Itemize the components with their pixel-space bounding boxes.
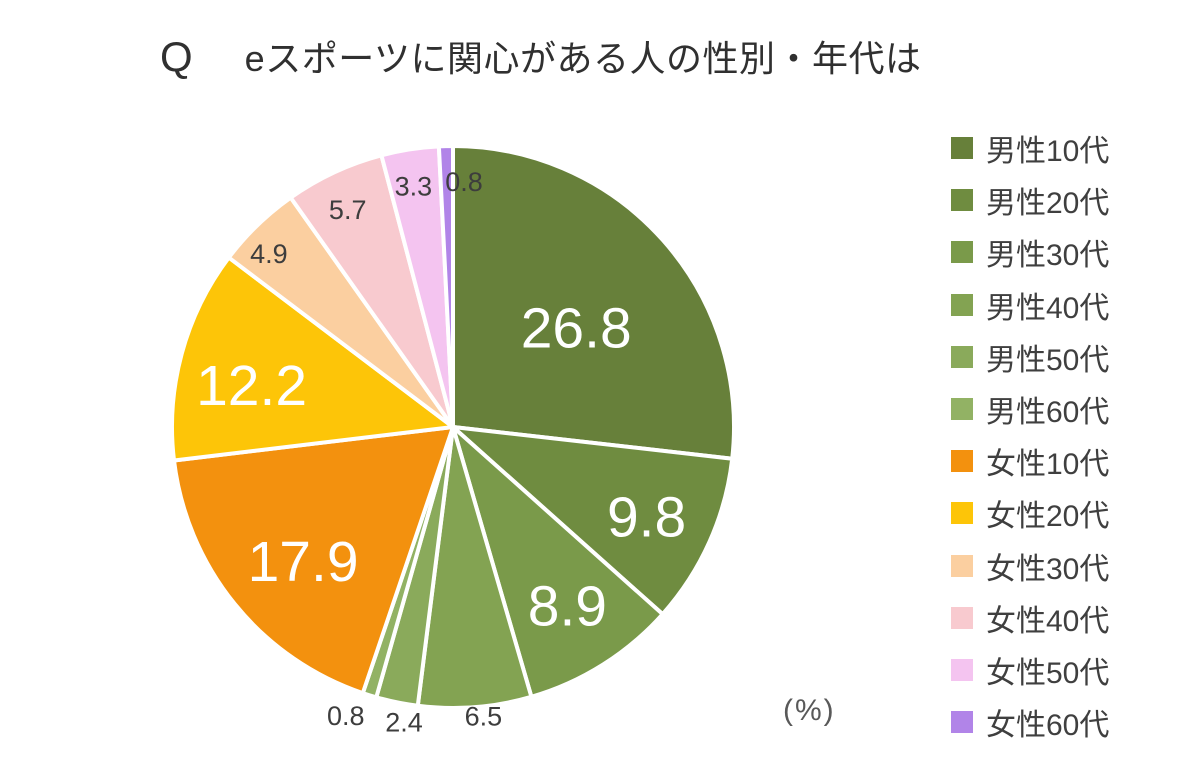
legend-label: 女性30代 [986,552,1110,586]
legend-swatch-icon [951,398,973,421]
legend-swatch-icon [951,711,973,734]
legend-label: 女性20代 [986,500,1110,534]
legend-label: 女性40代 [986,604,1110,638]
legend-swatch-icon [951,189,973,212]
legend-item-女性50代: 女性50代 [951,644,1109,696]
legend-swatch-icon [951,241,973,264]
legend-label: 女性60代 [986,709,1110,743]
legend-swatch-icon [951,502,973,525]
legend-item-女性10代: 女性10代 [951,435,1109,487]
unit-label: (%) [783,694,836,727]
legend-label: 女性10代 [986,448,1110,482]
slice-value-label-男性40代: 6.5 [465,702,503,732]
slice-value-label-女性30代: 4.9 [250,239,288,269]
legend-swatch-icon [951,450,973,473]
pie-slice-女性20代 [170,255,455,463]
slice-value-label-男性60代: 0.8 [327,701,365,731]
legend-swatch-icon [951,658,973,681]
legend-item-女性60代: 女性60代 [951,696,1109,748]
pie-slice-男性20代 [451,425,735,617]
pie-slice-女性60代 [436,143,455,429]
legend-item-男性50代: 男性50代 [951,331,1109,383]
slice-value-label-女性20代: 12.2 [196,354,307,418]
slice-value-label-女性60代: 0.8 [445,167,483,197]
legend-label: 男性30代 [986,239,1110,273]
slice-value-label-男性20代: 9.8 [607,485,686,549]
pie-slice-女性10代 [172,425,455,696]
legend-swatch-icon [951,345,973,368]
legend-item-男性20代: 男性20代 [951,174,1109,226]
legend-item-女性30代: 女性30代 [951,540,1109,592]
legend-swatch-icon [951,137,973,160]
chart-legend: 男性10代男性20代男性30代男性40代男性50代男性60代女性10代女性20代… [951,122,1109,748]
question-prefix: Q [160,33,193,80]
slice-value-label-女性10代: 17.9 [248,530,359,594]
legend-item-女性40代: 女性40代 [951,592,1109,644]
legend-swatch-icon [951,606,973,629]
legend-swatch-icon [951,554,973,577]
legend-label: 男性60代 [986,396,1110,430]
legend-item-男性40代: 男性40代 [951,279,1109,331]
legend-swatch-icon [951,293,973,316]
legend-item-男性60代: 男性60代 [951,383,1109,435]
slice-value-label-男性50代: 2.4 [385,708,423,738]
slice-value-label-男性10代: 26.8 [521,297,632,361]
legend-label: 女性50代 [986,656,1110,690]
pie-slice-男性40代 [415,425,534,710]
page-title: eスポーツに関心がある人の性別・年代は [244,38,922,79]
chart-header: Q eスポーツに関心がある人の性別・年代は [160,33,922,80]
legend-item-男性30代: 男性30代 [951,226,1109,278]
legend-item-男性10代: 男性10代 [951,122,1109,174]
legend-item-女性20代: 女性20代 [951,487,1109,539]
slice-value-label-男性30代: 8.9 [528,575,607,639]
legend-label: 男性40代 [986,291,1110,325]
legend-label: 男性50代 [986,343,1110,377]
legend-label: 男性10代 [986,135,1110,169]
pie-slice-男性10代 [451,144,736,461]
legend-label: 男性20代 [986,187,1110,221]
slice-value-label-女性40代: 5.7 [329,195,367,225]
slice-value-label-女性50代: 3.3 [395,171,433,201]
pie-slice-男性30代 [451,425,665,699]
